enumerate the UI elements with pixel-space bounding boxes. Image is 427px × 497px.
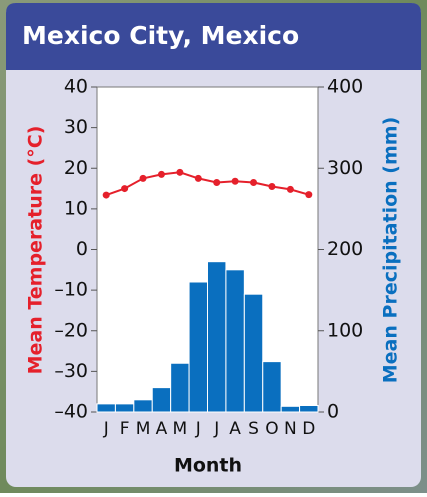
y-tick-label: –30 — [54, 360, 88, 382]
x-tick-label: N — [284, 419, 297, 439]
bar — [114, 403, 135, 413]
bar — [151, 387, 172, 413]
y-tick-label: 20 — [64, 157, 88, 179]
y2-axis-label: Mean Precipitation (mm) — [380, 117, 402, 383]
x-tick-label: S — [248, 419, 259, 439]
bar — [280, 405, 301, 413]
bar — [243, 293, 264, 413]
y2-tick-label: 300 — [327, 157, 363, 179]
temperature-point — [305, 191, 313, 199]
y-tick-label: 30 — [64, 116, 88, 138]
y2-tick-label: 0 — [327, 401, 339, 423]
y2-tick-label: 100 — [327, 319, 363, 341]
bar — [207, 261, 227, 413]
x-tick-label: M — [136, 419, 151, 439]
temperature-point — [157, 170, 165, 178]
temperature-point — [231, 177, 239, 185]
y-tick-label: 0 — [76, 238, 88, 260]
x-tick-label: A — [229, 419, 241, 439]
x-tick-label: J — [195, 419, 201, 439]
x-tick-label: J — [103, 419, 109, 439]
chart-title: Mexico City, Mexico — [22, 21, 299, 50]
temperature-point — [102, 191, 110, 199]
temperature-point — [268, 183, 276, 191]
x-tick-label: A — [156, 419, 168, 439]
y-tick-label: –40 — [54, 401, 88, 423]
x-tick-label: D — [302, 419, 315, 439]
y2-tick-label: 200 — [327, 238, 363, 260]
y-tick-label: 10 — [64, 197, 88, 219]
y-tick-label: –10 — [54, 279, 88, 301]
x-tick-label: J — [213, 419, 219, 439]
temperature-point — [139, 174, 147, 182]
temperature-point — [250, 178, 258, 186]
temperature-point — [213, 178, 221, 186]
bar — [225, 269, 245, 413]
y2-tick-label: 400 — [327, 76, 363, 98]
x-tick-label: M — [173, 419, 188, 439]
y-tick-label: 40 — [64, 76, 88, 98]
y-tick-label: –20 — [54, 319, 88, 341]
temperature-point — [286, 185, 294, 193]
y-axis-label: Mean Temperature (°C) — [25, 126, 47, 375]
temperature-point — [176, 168, 184, 176]
bar — [262, 361, 282, 413]
bar — [299, 405, 319, 413]
bar — [133, 399, 153, 413]
x-axis-label: Month — [174, 455, 242, 477]
bar — [170, 362, 190, 413]
bar — [96, 403, 116, 413]
temperature-point — [194, 174, 202, 182]
bar — [188, 281, 208, 413]
x-tick-label: O — [265, 419, 278, 439]
x-tick-label: F — [120, 419, 130, 439]
temperature-point — [121, 185, 129, 193]
header — [6, 3, 421, 70]
